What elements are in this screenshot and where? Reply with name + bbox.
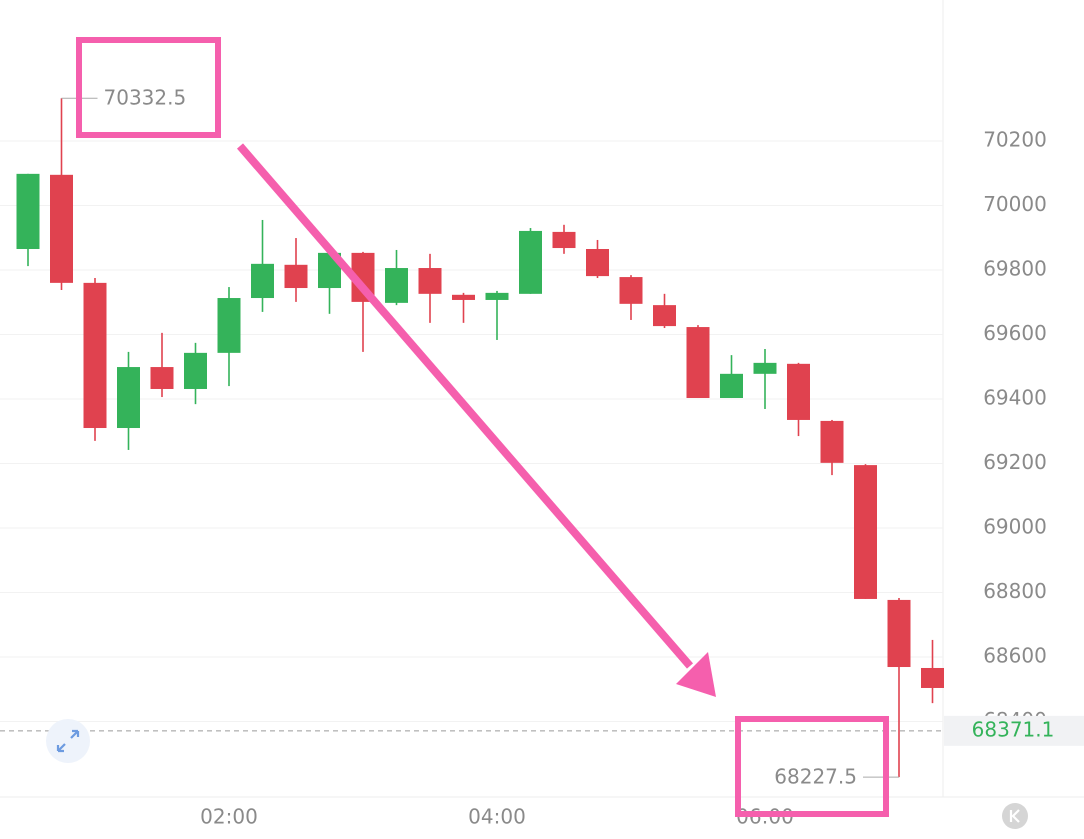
y-tick-label: 69000 xyxy=(983,515,1047,539)
y-tick-label: 70000 xyxy=(983,192,1047,216)
scroll-latest-button[interactable] xyxy=(1002,803,1028,829)
candle-body xyxy=(452,294,475,300)
max-label: 70332.5 xyxy=(104,86,187,110)
candle-body xyxy=(16,173,40,250)
candle-body xyxy=(83,282,107,429)
grid xyxy=(0,140,943,723)
button-icon xyxy=(1009,809,1020,823)
candle-body xyxy=(921,667,944,688)
x-tick-label: 04:00 xyxy=(468,805,526,829)
annotation xyxy=(76,37,889,817)
button-bg xyxy=(1002,803,1028,829)
y-tick-label: 68800 xyxy=(983,579,1047,603)
candles xyxy=(16,98,944,778)
candle-body xyxy=(50,174,73,283)
arrow-head xyxy=(676,652,716,697)
last-price-label: 68371.1 xyxy=(972,717,1055,741)
candle-body xyxy=(217,298,241,353)
candle-body xyxy=(820,420,844,463)
x-tick-label: 02:00 xyxy=(200,805,258,829)
y-tick-label: 69200 xyxy=(983,450,1047,474)
y-tick-label: 69400 xyxy=(983,385,1047,409)
candle-body xyxy=(519,230,542,294)
candle-body xyxy=(485,292,509,300)
y-tick-label: 68600 xyxy=(983,644,1047,668)
candle-body xyxy=(117,367,140,429)
candle-body xyxy=(385,268,408,303)
candle-body xyxy=(887,599,911,668)
candle-body xyxy=(854,465,877,599)
y-tick-label: 69800 xyxy=(983,256,1047,280)
candle-body xyxy=(653,305,676,327)
min-label: 68227.5 xyxy=(774,765,857,789)
candle-body xyxy=(686,327,710,399)
candle-body xyxy=(586,249,609,277)
candle-body xyxy=(150,367,174,389)
candle-body xyxy=(251,263,274,299)
candle-body xyxy=(552,231,576,249)
candle-body xyxy=(418,268,442,294)
y-tick-label: 70200 xyxy=(983,127,1047,151)
candle-body xyxy=(753,362,777,374)
icon-bg xyxy=(46,719,90,763)
highlight-box xyxy=(735,716,889,817)
candle-body xyxy=(787,363,810,420)
candle-body xyxy=(720,373,743,399)
candle-body xyxy=(284,264,308,289)
arrow-shaft xyxy=(236,143,694,669)
highlight-box xyxy=(76,37,221,138)
last-price-tag xyxy=(944,715,1084,746)
labels: 6840068600688006900069200694006960069800… xyxy=(0,86,1084,829)
candle-body xyxy=(619,277,643,304)
y-tick-label: 69600 xyxy=(983,321,1047,345)
expand-icon[interactable] xyxy=(46,719,90,763)
candle-body xyxy=(184,352,207,389)
icon-arrows xyxy=(56,729,80,753)
